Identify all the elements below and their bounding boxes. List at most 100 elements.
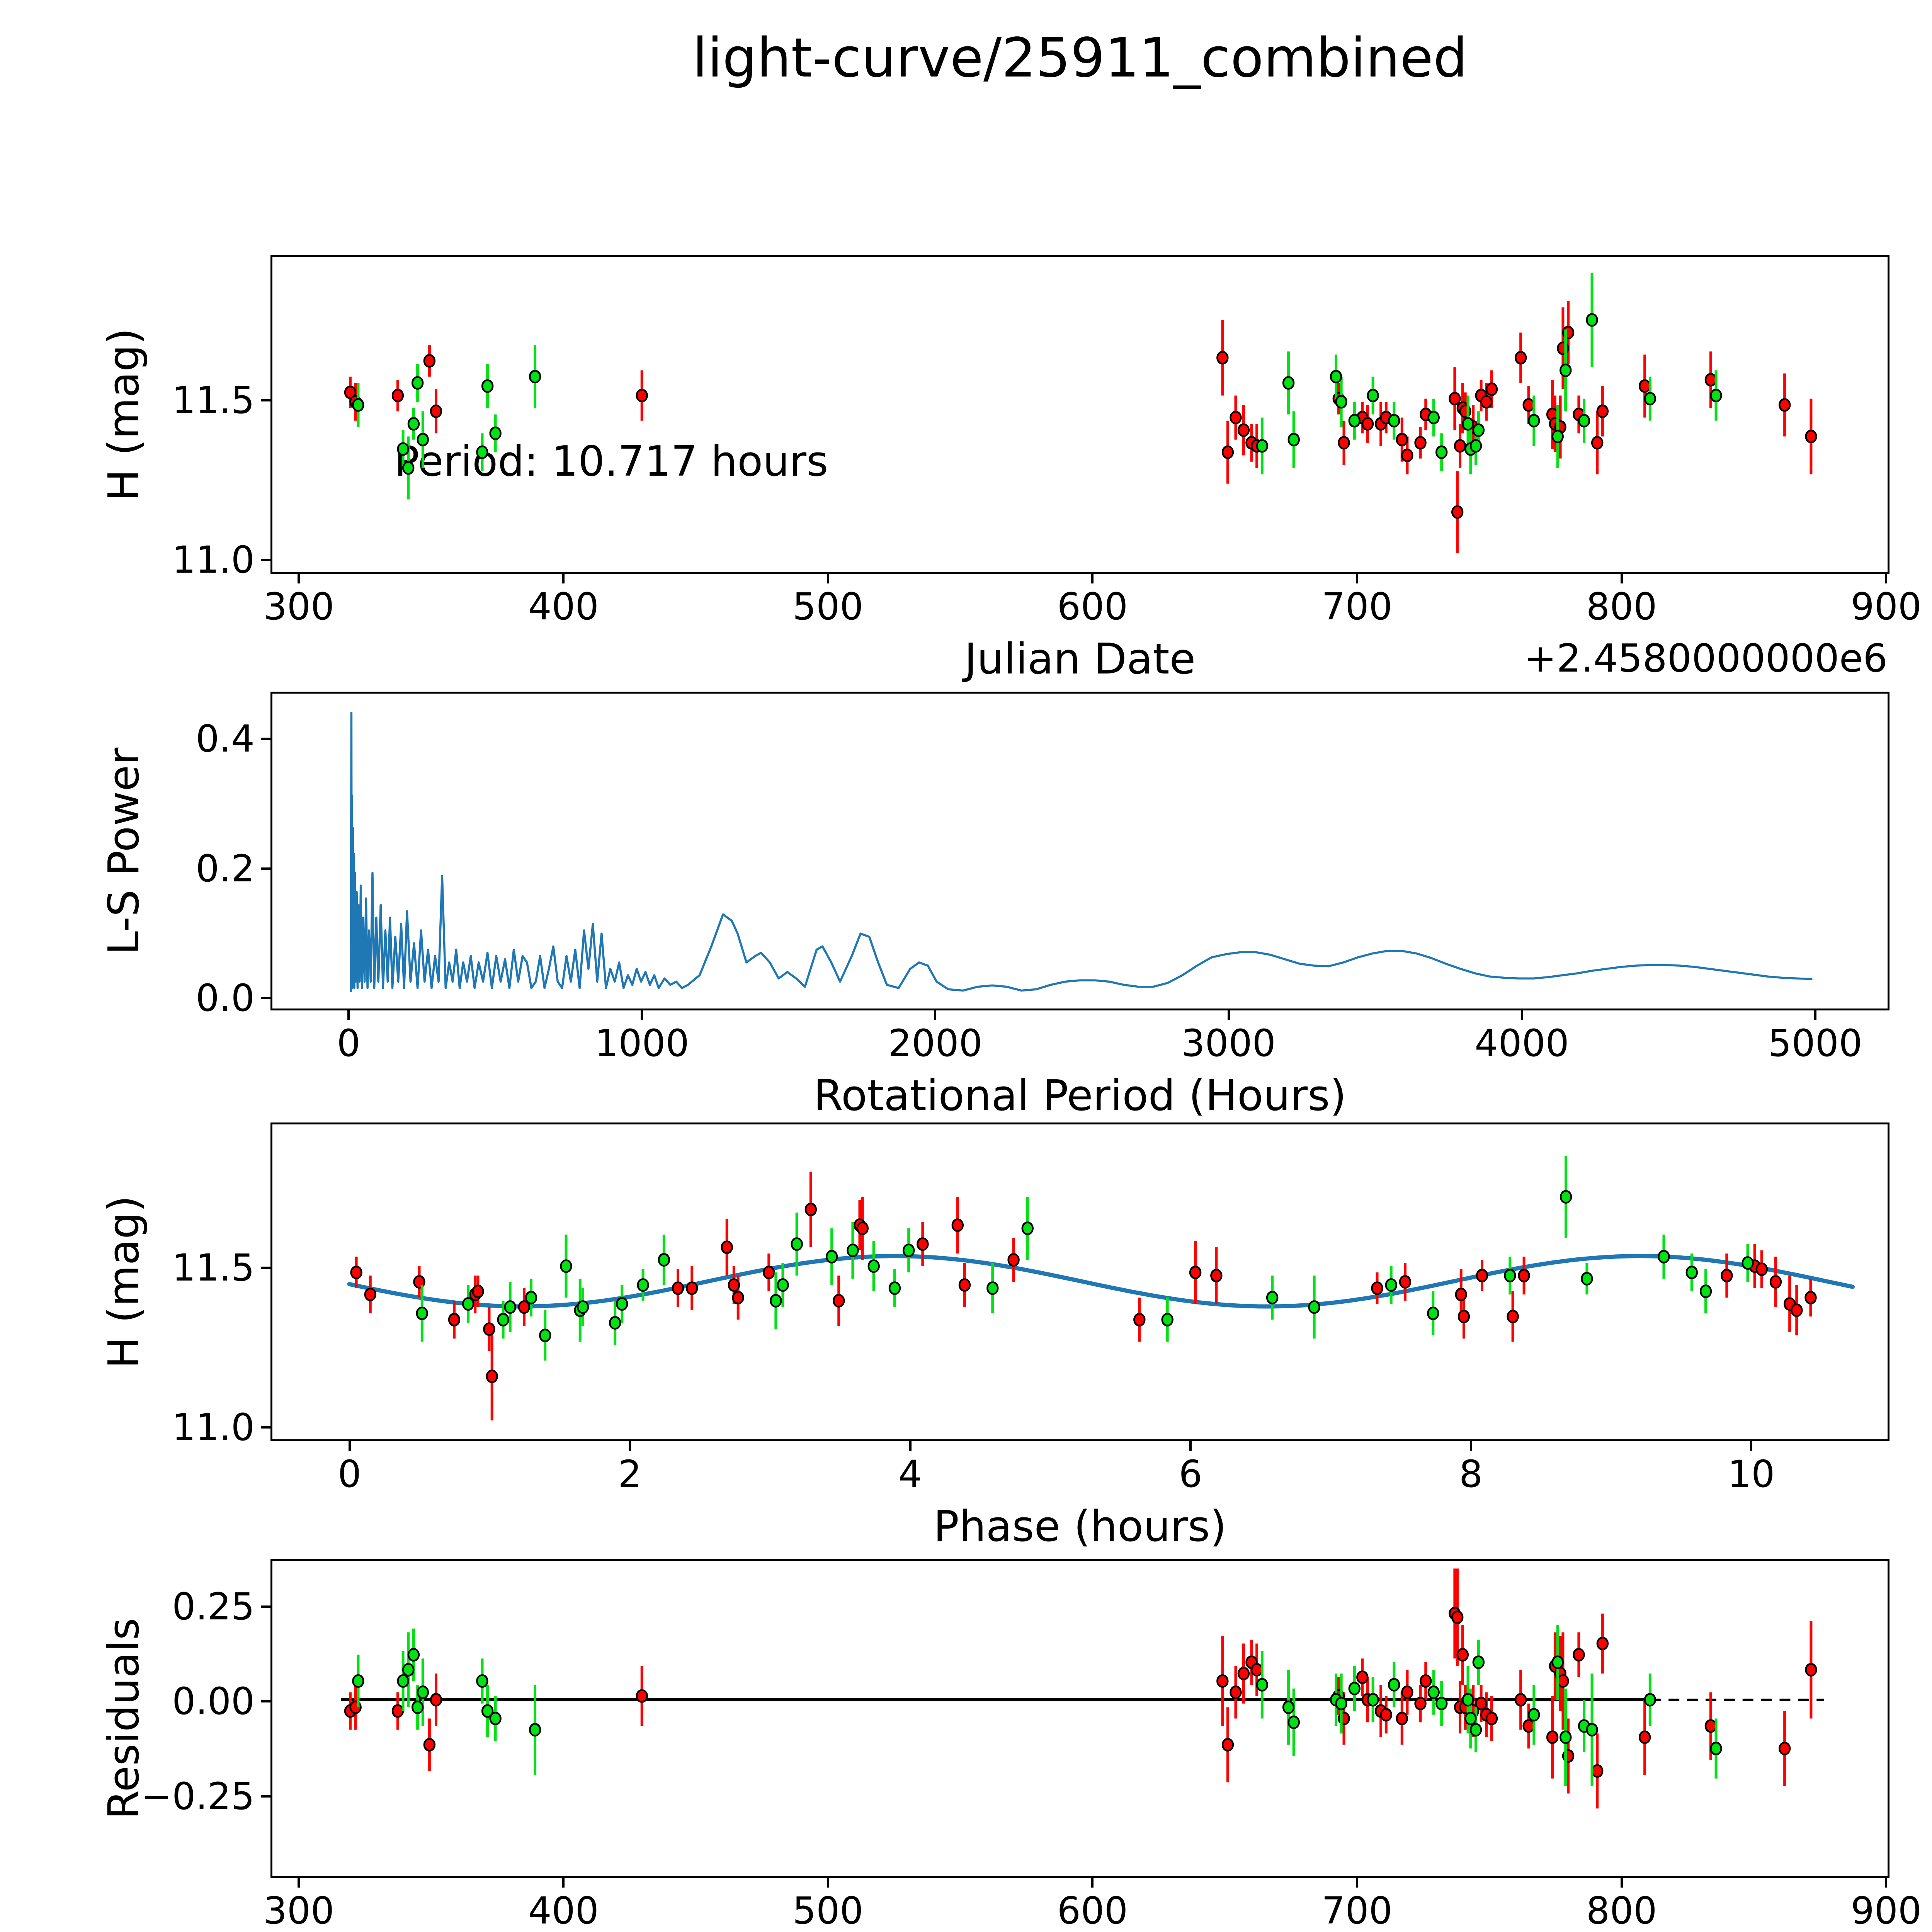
data-point [1348, 1682, 1361, 1696]
data-point [917, 1237, 929, 1251]
data-point [1266, 1291, 1279, 1304]
data-point [1237, 1667, 1250, 1680]
x-tick-mark [562, 1876, 565, 1888]
data-point [1451, 505, 1464, 519]
x-tick-mark [1520, 1009, 1523, 1020]
data-point [902, 1243, 915, 1257]
data-point [1458, 1310, 1470, 1323]
data-point [1189, 1265, 1202, 1279]
x-tick-mark [827, 572, 829, 583]
data-point [1769, 1275, 1782, 1289]
data-point [1399, 1275, 1412, 1289]
fit-curve [347, 1254, 1855, 1309]
data-point [1504, 1269, 1516, 1282]
data-point [791, 1237, 803, 1251]
data-point [1791, 1303, 1803, 1317]
x-tick-mark [1227, 1009, 1230, 1020]
y-tick-mark [261, 558, 272, 561]
data-point [481, 379, 494, 393]
data-point [1401, 448, 1413, 462]
x-tick-label: 4 [898, 1452, 922, 1496]
data-point [1464, 1711, 1477, 1726]
residuals-plot-area [341, 1568, 1825, 1809]
data-point [407, 1648, 420, 1662]
data-point [1237, 423, 1250, 437]
x-tick-label: 0 [337, 1452, 362, 1496]
data-point [1338, 436, 1350, 450]
data-point [1721, 1269, 1733, 1282]
data-point [728, 1278, 740, 1292]
y-tick-label: 0.2 [196, 847, 255, 890]
data-point [417, 433, 429, 447]
data-point [539, 1328, 551, 1342]
x-axis-label-periodogram: Rotational Period (Hours) [813, 1071, 1347, 1120]
x-tick-mark [827, 1876, 829, 1888]
data-point [402, 461, 415, 475]
data-point [1518, 1269, 1530, 1282]
data-point [525, 1291, 537, 1304]
x-tick-label: 500 [793, 1889, 864, 1932]
y-axis-label-phase-curve: H (mag) [99, 1195, 148, 1369]
x-tick-label: 5000 [1768, 1022, 1862, 1065]
data-point [1742, 1256, 1754, 1270]
data-point [637, 1278, 649, 1292]
data-point [1371, 1281, 1383, 1295]
x-tick-label: 0 [337, 1022, 361, 1065]
data-point [1704, 1719, 1717, 1733]
data-point [1230, 1685, 1242, 1699]
y-tick-mark [261, 1426, 272, 1429]
x-tick-label: 2 [618, 1452, 642, 1496]
data-point [1476, 1269, 1488, 1282]
x-tick-label: 1000 [595, 1022, 689, 1065]
x-tick-mark [934, 1009, 937, 1020]
data-point [1805, 430, 1817, 444]
data-point [1335, 395, 1347, 409]
x-tick-mark [348, 1439, 351, 1451]
data-point [1388, 1678, 1400, 1692]
y-tick-label: 11.5 [172, 1246, 255, 1290]
data-point [1367, 389, 1379, 403]
data-point [1021, 1221, 1034, 1235]
x-tick-label: 2000 [888, 1022, 983, 1065]
data-point [518, 1300, 531, 1314]
data-point [1560, 1730, 1572, 1744]
data-point [609, 1316, 621, 1330]
data-point [1528, 1708, 1540, 1722]
y-tick-label: 11.5 [172, 379, 255, 422]
y-tick-label: 0.00 [172, 1680, 255, 1723]
data-point [1210, 1269, 1223, 1282]
x-tick-mark [1885, 1876, 1888, 1888]
data-point [1380, 1708, 1393, 1722]
x-tick-label: 800 [1586, 585, 1657, 628]
data-point [489, 426, 502, 440]
data-point [1330, 370, 1342, 384]
x-tick-mark [298, 1876, 300, 1888]
panel-jd-lightcurve: Period: 10.717 hours 300 400 500 600 700 800 9… [99, 255, 1922, 680]
y-axis-label-residuals: Residuals [99, 1617, 148, 1820]
data-point [472, 1284, 484, 1298]
data-point [462, 1297, 474, 1311]
data-point [391, 389, 404, 403]
data-point [529, 1723, 541, 1737]
data-point [1485, 1711, 1498, 1726]
data-point [1451, 1611, 1464, 1624]
period-annotation: Period: 10.717 hours [394, 437, 828, 486]
y-tick-mark [261, 399, 272, 402]
data-point [504, 1300, 516, 1314]
data-point [1161, 1313, 1173, 1327]
data-point [833, 1294, 845, 1308]
x-tick-label: 700 [1321, 1889, 1393, 1932]
data-point [1573, 1648, 1585, 1662]
data-point [411, 1700, 424, 1714]
x-tick-label: 3000 [1181, 1022, 1276, 1065]
data-point [1480, 395, 1493, 409]
x-tick-label: 900 [1850, 1889, 1922, 1932]
data-point [416, 1306, 428, 1320]
x-tick-mark [1189, 1439, 1192, 1451]
data-point [1221, 1738, 1234, 1752]
data-point [430, 404, 442, 418]
data-point [1230, 411, 1242, 425]
data-point [1475, 1697, 1487, 1711]
data-point [1704, 373, 1717, 387]
